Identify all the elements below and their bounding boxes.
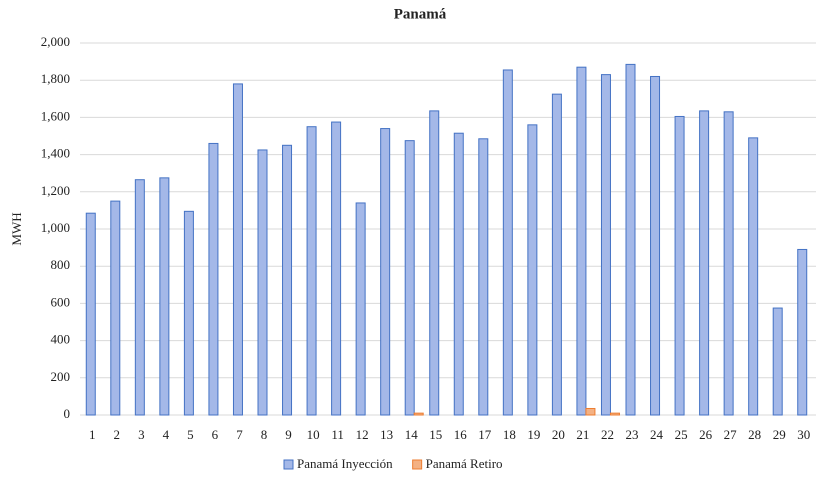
- x-tick-label: 3: [138, 427, 145, 442]
- x-tick-label: 26: [699, 427, 713, 442]
- bar: [699, 110, 710, 416]
- x-tick-label: 7: [236, 427, 243, 442]
- bar: [110, 200, 121, 416]
- x-tick-label: 30: [797, 427, 810, 442]
- y-tick-label: 1,200: [41, 183, 70, 198]
- bar: [478, 138, 489, 416]
- bar: [723, 111, 734, 416]
- x-tick-label: 23: [626, 427, 639, 442]
- bar: [413, 412, 424, 416]
- bar: [306, 126, 317, 416]
- bar: [208, 142, 219, 416]
- y-tick-label: 1,400: [41, 146, 70, 161]
- x-tick-label: 21: [576, 427, 589, 442]
- y-tick-label: 400: [51, 332, 71, 347]
- x-tick-label: 8: [261, 427, 268, 442]
- x-tick-label: 11: [331, 427, 344, 442]
- y-tick-label: 0: [64, 406, 71, 421]
- bar: [502, 69, 513, 416]
- x-tick-label: 6: [212, 427, 219, 442]
- bar: [404, 140, 415, 416]
- x-tick-label: 1: [89, 427, 96, 442]
- x-tick-label: 27: [724, 427, 738, 442]
- legend-label: Panamá Inyección: [297, 456, 393, 471]
- bar: [183, 210, 194, 416]
- bar: [797, 248, 808, 416]
- bar: [600, 74, 611, 416]
- legend-label: Panamá Retiro: [426, 456, 503, 471]
- x-tick-label: 10: [307, 427, 320, 442]
- bar: [134, 179, 145, 416]
- bar: [576, 66, 587, 416]
- x-tick-label: 9: [285, 427, 292, 442]
- x-tick-label: 28: [748, 427, 761, 442]
- bar: [551, 93, 562, 416]
- x-tick-label: 18: [503, 427, 516, 442]
- x-tick-label: 13: [380, 427, 393, 442]
- bar: [159, 177, 170, 416]
- bar: [85, 212, 96, 416]
- x-tick-label: 16: [454, 427, 468, 442]
- bar: [355, 202, 366, 416]
- bar: [625, 63, 636, 416]
- x-tick-label: 24: [650, 427, 664, 442]
- x-tick-label: 12: [356, 427, 369, 442]
- bar: [748, 137, 759, 416]
- y-tick-label: 800: [51, 257, 71, 272]
- bar: [453, 132, 464, 416]
- x-tick-label: 14: [405, 427, 419, 442]
- x-tick-label: 20: [552, 427, 565, 442]
- x-tick-label: 4: [163, 427, 170, 442]
- chart-title: Panamá: [394, 6, 447, 22]
- y-tick-label: 1,600: [41, 108, 70, 123]
- bar: [429, 110, 440, 416]
- bar: [585, 407, 596, 416]
- bar: [527, 124, 538, 416]
- legend-swatch: [412, 459, 423, 470]
- bar: [232, 83, 243, 416]
- y-tick-label: 1,800: [41, 71, 70, 86]
- y-axis-label: MWH: [9, 212, 24, 245]
- x-tick-label: 22: [601, 427, 614, 442]
- x-tick-label: 5: [187, 427, 194, 442]
- bar: [257, 149, 268, 416]
- bar: [380, 128, 391, 416]
- bar: [331, 121, 342, 416]
- x-tick-label: 15: [429, 427, 442, 442]
- x-tick-label: 2: [114, 427, 121, 442]
- legend-swatch: [283, 459, 294, 470]
- y-tick-label: 2,000: [41, 34, 70, 49]
- bar: [674, 115, 685, 416]
- x-tick-label: 17: [478, 427, 492, 442]
- x-tick-label: 19: [527, 427, 540, 442]
- y-tick-label: 200: [51, 369, 71, 384]
- bar: [609, 412, 620, 416]
- bar: [650, 75, 661, 416]
- y-tick-label: 600: [51, 294, 71, 309]
- x-tick-label: 25: [675, 427, 688, 442]
- y-tick-label: 1,000: [41, 220, 70, 235]
- x-tick-label: 29: [773, 427, 786, 442]
- bar: [772, 307, 783, 416]
- bar: [282, 144, 293, 416]
